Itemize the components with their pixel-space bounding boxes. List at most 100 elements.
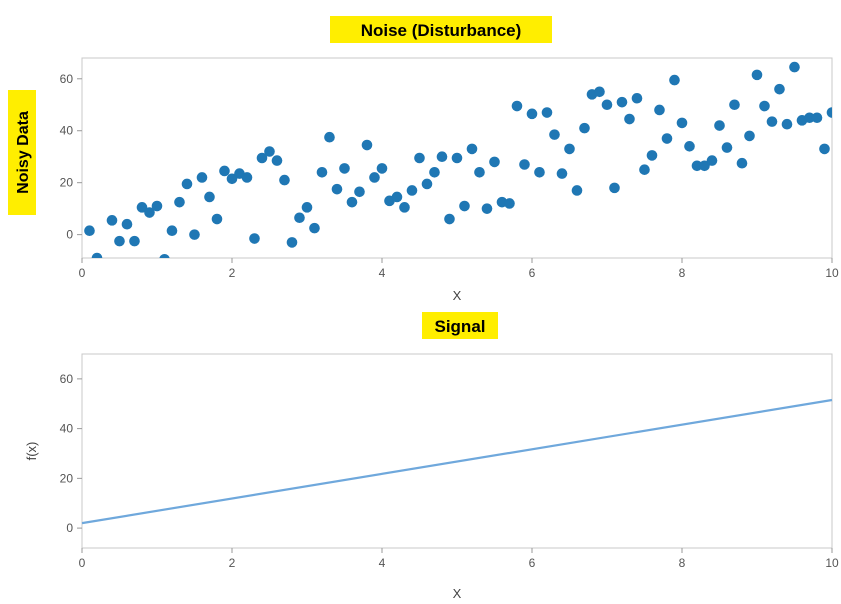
signal-x-tick-label: 4: [379, 556, 386, 570]
noise-point: [241, 172, 253, 183]
signal-x-tick-label: 2: [229, 556, 236, 570]
noise-point: [751, 69, 763, 81]
noise-point: [136, 202, 148, 213]
noise-point: [84, 225, 95, 237]
noise-point: [601, 99, 613, 111]
noise-point: [781, 118, 793, 130]
noise-point: [436, 151, 448, 163]
signal-y-tick-label: 0: [66, 521, 73, 535]
noise-point: [346, 196, 358, 208]
noise-points: [84, 61, 832, 258]
noise-point: [819, 143, 830, 155]
noise-point: [451, 152, 463, 164]
noise-point: [706, 155, 718, 166]
noise-point: [429, 166, 440, 178]
noise-y-axis: 0 20 40 60: [60, 72, 82, 242]
signal-line: [81, 398, 833, 525]
noise-point: [804, 112, 815, 124]
signal-x-tick-label: 8: [679, 556, 686, 570]
noise-point: [669, 74, 680, 86]
noise-ylabel-highlight: [8, 90, 36, 215]
noise-point: [639, 164, 650, 175]
noise-point: [489, 156, 500, 168]
noise-point: [534, 166, 545, 178]
noise-xlabel: X: [453, 288, 462, 303]
noise-x-axis: 0 2 4 6 8 10: [79, 258, 839, 280]
noise-point: [189, 229, 200, 240]
noise-point: [571, 185, 583, 196]
signal-plot-frame: [81, 353, 833, 549]
noise-point: [526, 108, 538, 120]
noise-point: [406, 185, 418, 196]
noise-point: [444, 213, 455, 225]
noise-point: [151, 200, 163, 212]
noise-point: [271, 155, 283, 166]
noise-point: [369, 172, 380, 183]
noise-point: [676, 117, 688, 129]
signal-y-tick-label: 40: [60, 422, 74, 436]
noise-point: [121, 218, 133, 230]
noise-point: [691, 160, 703, 172]
noise-point: [301, 202, 313, 213]
noise-point: [309, 222, 320, 234]
signal-y-axis: 0 20 40 60: [60, 372, 82, 535]
noise-point: [766, 116, 778, 127]
noise-point: [361, 139, 373, 151]
noise-point: [774, 83, 785, 95]
noise-point: [661, 133, 673, 144]
noise-point: [631, 92, 643, 104]
noise-point: [414, 152, 425, 164]
noise-point: [421, 178, 433, 190]
noise-point: [376, 163, 388, 174]
noise-point: [714, 120, 725, 131]
noise-point: [256, 152, 268, 164]
signal-series: [81, 398, 833, 525]
noise-point: [579, 122, 590, 134]
noise-x-tick-label: 10: [825, 266, 839, 280]
noise-point: [564, 143, 575, 155]
signal-xlabel: X: [453, 586, 462, 601]
noise-point: [594, 86, 605, 98]
noise-point: [684, 141, 695, 152]
noise-point: [226, 173, 238, 185]
noise-point: [624, 113, 635, 125]
noise-point: [729, 99, 740, 111]
noise-point: [174, 196, 185, 208]
noise-point: [759, 100, 770, 112]
noise-point: [264, 146, 275, 157]
noise-point: [541, 107, 553, 118]
noise-point: [616, 96, 628, 108]
noise-point: [249, 233, 260, 244]
noise-point: [204, 191, 215, 203]
noise-point: [286, 237, 298, 248]
noise-point: [106, 215, 118, 226]
noise-point: [279, 174, 290, 186]
noise-point: [519, 159, 530, 170]
noise-point: [459, 200, 470, 212]
noise-x-tick-label: 0: [79, 266, 86, 280]
noise-point: [391, 191, 403, 203]
noise-point: [646, 150, 658, 161]
signal-title-highlight: [422, 312, 498, 339]
noise-point: [166, 225, 178, 237]
noise-point: [354, 186, 365, 198]
noise-point: [474, 166, 485, 178]
noise-ylabel: Noisy Data: [15, 111, 32, 194]
noise-point: [466, 143, 478, 155]
noise-x-tick-label: 4: [379, 266, 386, 280]
noise-point: [826, 107, 832, 118]
noise-point: [219, 165, 230, 177]
noise-point: [114, 235, 125, 247]
noise-point: [736, 157, 748, 169]
noise-point: [331, 183, 343, 195]
signal-ylabel: f(x): [24, 442, 39, 461]
noise-point: [699, 160, 710, 172]
noise-y-tick-label: 40: [60, 124, 74, 138]
noise-point: [324, 131, 335, 143]
noise-point: [549, 129, 560, 140]
noise-x-tick-label: 6: [529, 266, 536, 280]
noise-x-tick-label: 8: [679, 266, 686, 280]
signal-x-tick-label: 0: [79, 556, 86, 570]
